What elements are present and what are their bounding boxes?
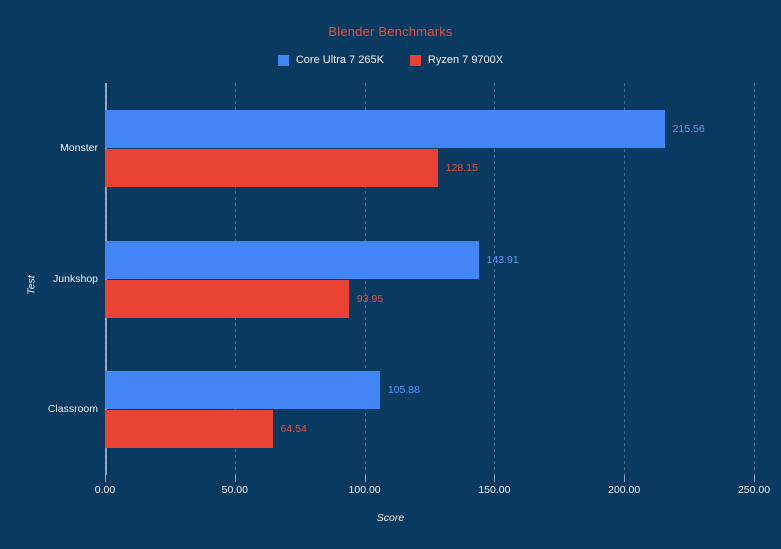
bar-junkshop-series-1[interactable] — [105, 279, 349, 318]
bar-classroom-series-1[interactable] — [105, 410, 273, 449]
y-axis-category-label: Classroom — [47, 403, 98, 416]
gridline — [494, 83, 496, 475]
x-axis-tick — [234, 475, 236, 482]
x-axis-tick — [364, 475, 366, 482]
y-axis-line — [105, 83, 107, 475]
bar-value-label: 128.15 — [445, 161, 478, 174]
bar-junkshop-series-0[interactable] — [105, 240, 479, 279]
legend-label: Core Ultra 7 265K — [295, 54, 384, 66]
bar-value-label: 64.54 — [280, 423, 307, 436]
x-axis-title: Score — [376, 512, 405, 524]
gridline — [364, 83, 366, 475]
gridline — [624, 83, 626, 475]
x-axis-tick — [105, 475, 106, 482]
bar-value-label: 93.95 — [356, 292, 384, 305]
legend-label: Ryzen 7 9700X — [427, 54, 504, 66]
x-axis-tick — [754, 475, 755, 482]
chart-legend: Core Ultra 7 265K Ryzen 7 9700X — [0, 54, 781, 66]
y-axis-category-label: Junkshop — [53, 272, 98, 285]
bar-value-label: 143.91 — [486, 253, 519, 266]
x-axis-tick — [494, 475, 496, 482]
gridline — [105, 83, 106, 475]
y-axis-title: Test — [25, 275, 38, 295]
plot-area: 215.56 128.15 143.91 93.95 105.88 64.54 — [105, 83, 755, 475]
x-axis-tick-label: 150.00 — [478, 484, 511, 496]
bar-monster-series-1[interactable] — [105, 148, 438, 187]
legend-swatch-icon — [277, 54, 289, 66]
y-axis-category-label: Monster — [60, 141, 98, 154]
bar-monster-series-0[interactable] — [105, 109, 665, 148]
x-axis-tick-label: 100.00 — [348, 484, 381, 496]
gridline — [234, 83, 236, 475]
x-axis-tick-label: 50.00 — [221, 484, 248, 496]
bar-classroom-series-0[interactable] — [105, 371, 380, 410]
x-axis-tick — [624, 475, 626, 482]
legend-item-series-1[interactable]: Ryzen 7 9700X — [409, 54, 504, 66]
bar-value-label: 215.56 — [672, 122, 705, 135]
bar-value-label: 105.88 — [387, 384, 420, 397]
x-axis-tick-label: 250.00 — [737, 484, 771, 496]
legend-item-series-0[interactable]: Core Ultra 7 265K — [277, 54, 384, 66]
x-axis-tick-label: 200.00 — [608, 484, 641, 496]
legend-swatch-icon — [409, 54, 421, 66]
gridline — [754, 83, 755, 475]
chart-title: Blender Benchmarks — [328, 24, 453, 39]
x-axis-tick-label: 0.00 — [94, 484, 116, 496]
